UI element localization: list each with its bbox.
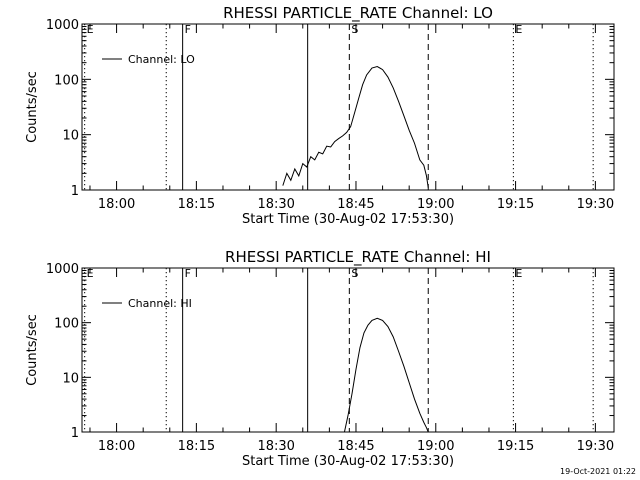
x-tick-label: 18:00 xyxy=(98,439,135,454)
series-line xyxy=(282,66,429,188)
x-tick-label: 19:15 xyxy=(497,439,534,454)
event-marker-label: E xyxy=(515,23,522,36)
legend-label: Channel: HI xyxy=(128,297,192,310)
chart-panel-lo: RHESSI PARTICLE_RATE Channel: LO 1 10 100 10… xyxy=(25,4,615,227)
x-axis-label: Start Time (30-Aug-02 17:53:30) xyxy=(242,212,454,227)
chart-panel-hi: RHESSI PARTICLE_RATE Channel: HI 1 10 100 10… xyxy=(25,248,615,469)
chart-title: RHESSI PARTICLE_RATE Channel: HI xyxy=(225,248,491,267)
x-tick-label: 18:30 xyxy=(257,197,294,212)
x-tick-label: 19:30 xyxy=(577,439,614,454)
y-tick-label: 100 xyxy=(54,73,79,88)
y-tick-label: 100 xyxy=(54,317,79,332)
series-line xyxy=(343,317,429,432)
x-tick-label: 18:00 xyxy=(98,197,135,212)
event-marker-label: S xyxy=(351,267,358,280)
x-tick-label: 18:15 xyxy=(178,439,215,454)
plot-frame xyxy=(81,267,615,433)
x-tick-label: 19:00 xyxy=(417,197,454,212)
event-marker-label: F xyxy=(185,267,191,280)
event-marker-label: E xyxy=(87,267,94,280)
x-tick-label: 19:00 xyxy=(417,439,454,454)
event-marker-label: E xyxy=(515,267,522,280)
y-tick-label: 1 xyxy=(71,184,79,199)
x-tick-label: 19:30 xyxy=(577,197,614,212)
x-tick-label: 18:15 xyxy=(178,197,215,212)
x-tick-label: 19:15 xyxy=(497,197,534,212)
y-tick-label: 10 xyxy=(62,371,79,386)
event-marker-label: E xyxy=(87,23,94,36)
legend-label: Channel: LO xyxy=(128,53,195,66)
render-timestamp: 19-Oct-2021 01:22 xyxy=(560,467,636,476)
y-tick-label: 1 xyxy=(71,426,79,441)
x-tick-label: 18:45 xyxy=(337,439,374,454)
plot-frame xyxy=(81,23,615,191)
x-tick-label: 18:30 xyxy=(257,439,294,454)
chart-title: RHESSI PARTICLE_RATE Channel: LO xyxy=(223,4,493,23)
y-axis-label: Counts/sec xyxy=(25,314,40,386)
event-marker-label: F xyxy=(185,23,191,36)
event-marker-label: S xyxy=(351,23,358,36)
y-tick-label: 10 xyxy=(62,129,79,144)
x-tick-label: 18:45 xyxy=(337,197,374,212)
y-tick-label: 1000 xyxy=(46,262,79,277)
x-axis-label: Start Time (30-Aug-02 17:53:30) xyxy=(242,454,454,469)
y-axis-label: Counts/sec xyxy=(25,71,40,143)
y-tick-label: 1000 xyxy=(46,18,79,33)
